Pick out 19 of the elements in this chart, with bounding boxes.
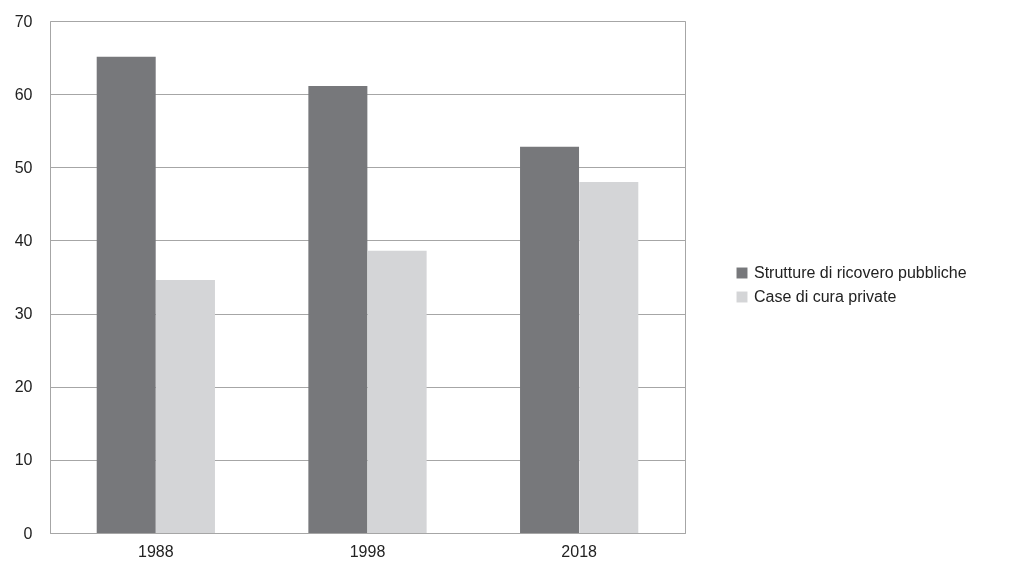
y-tick-label: 40 bbox=[14, 231, 33, 249]
y-tick-label: 50 bbox=[14, 158, 33, 176]
bar bbox=[520, 146, 580, 533]
x-tick-label: 1998 bbox=[349, 542, 386, 560]
y-tick-label: 60 bbox=[14, 85, 33, 103]
legend-label: Strutture di ricovero pubbliche bbox=[754, 264, 967, 281]
y-tick-label: 70 bbox=[14, 12, 33, 30]
bar bbox=[367, 250, 427, 533]
bar bbox=[579, 181, 639, 533]
x-tick-label: 1988 bbox=[138, 542, 174, 560]
y-tick-label: 0 bbox=[23, 524, 33, 542]
legend-label: Case di cura private bbox=[754, 288, 897, 305]
bar bbox=[96, 56, 156, 533]
y-tick-label: 20 bbox=[14, 378, 33, 396]
bar bbox=[155, 279, 215, 533]
x-tick-label: 2018 bbox=[561, 542, 598, 560]
bar bbox=[308, 86, 368, 533]
y-tick-label: 30 bbox=[14, 305, 33, 323]
y-tick-label: 10 bbox=[14, 451, 33, 469]
